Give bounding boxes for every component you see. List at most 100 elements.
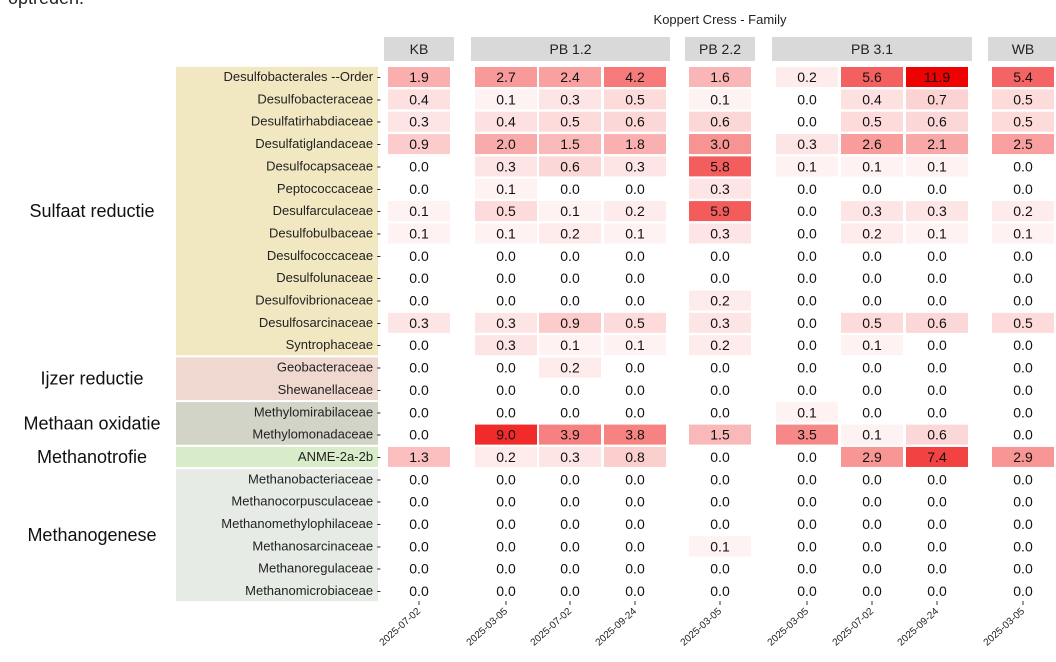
cell-value: 0.0 [927,382,947,398]
heatmap-cell [992,536,1054,557]
cell-value: 0.1 [862,158,882,174]
x-tick-label: 2025-07-02 [529,606,575,649]
cell-value: 2.6 [862,136,882,152]
cell-value: 0.0 [409,158,429,174]
heatmap-cell [992,89,1054,110]
heatmap-cell [539,402,601,423]
chart-title: Koppert Cress - Family [654,12,787,27]
cell-value: 0.0 [496,471,516,487]
cell-value: 0.0 [1013,158,1033,174]
cell-value: 0.0 [560,538,580,554]
cell-value: 0.0 [1013,270,1033,286]
cell-value: 0.0 [797,471,817,487]
row-label: Desulfarculaceae - [273,203,381,218]
cell-value: 0.0 [927,248,947,264]
heatmap-cell [992,335,1054,356]
heatmap-cell [776,514,838,534]
cell-value: 0.6 [710,114,730,130]
heatmap-cell [992,581,1054,602]
cell-value: 0.0 [927,270,947,286]
cell-value: 3.5 [797,427,817,443]
cell-value: 0.2 [710,337,730,353]
heatmap-cell [604,536,666,557]
row-label: Methanocorpusculaceae - [231,494,381,509]
cell-value: 0.0 [496,516,516,532]
row-label: Methanoregulaceae - [258,561,381,576]
heatmap-cell [604,201,666,222]
heatmap-cell [776,446,838,467]
cell-value: 0.0 [560,494,580,510]
cell-value: 0.2 [560,360,580,376]
heatmap-cell [992,134,1054,155]
cell-value: 9.0 [496,427,516,443]
heatmap-cell [776,245,838,266]
cell-value: 0.0 [560,248,580,264]
heatmap-cell [539,156,601,177]
cell-value: 0.0 [496,538,516,554]
heatmap-cell [475,446,537,467]
heatmap-cell [841,290,903,311]
facet-label: KB [410,41,429,57]
heatmap-cell [841,134,903,155]
heatmap-cell [992,446,1054,467]
cell-value: 0.0 [625,516,645,532]
cell-value: 0.3 [862,203,882,219]
heatmap-cell [841,178,903,199]
facet-label: PB 1.2 [549,41,591,57]
cell-value: 0.0 [560,404,580,420]
cell-value: 2.9 [862,449,882,465]
cell-value: 0.0 [797,516,817,532]
cell-value: 0.0 [797,494,817,510]
heatmap-cell [604,514,666,534]
heatmap-cell [539,223,601,244]
heatmap-cell [906,379,968,400]
cell-value: 0.0 [496,494,516,510]
heatmap-cell [776,491,838,512]
cell-value: 0.0 [496,583,516,599]
heatmap-cell [841,357,903,378]
heatmap-cell [689,424,751,445]
cell-value: 0.0 [710,516,730,532]
heatmap-cell [604,67,666,87]
cell-value: 7.4 [927,449,947,465]
heatmap-cell [604,268,666,289]
cell-value: 0.3 [409,114,429,130]
cell-value: 0.0 [797,293,817,309]
heatmap-cell [604,581,666,602]
heatmap-cell [776,357,838,378]
row-label: Desulfatirhabdiaceae - [251,114,381,129]
heatmap-cell [906,89,968,110]
heatmap-cell [841,424,903,445]
heatmap-cell [388,402,450,423]
heatmap-cell [841,201,903,222]
heatmap-cell [388,290,450,311]
heatmap-cell [475,223,537,244]
heatmap-cell [475,514,537,534]
cell-value: 0.0 [797,337,817,353]
cell-value: 0.6 [560,158,580,174]
heatmap-cell [388,268,450,289]
heatmap-cell [388,446,450,467]
heatmap-cell [604,379,666,400]
heatmap-cell [992,424,1054,445]
heatmap-cell [689,67,751,87]
heatmap-cell [906,290,968,311]
heatmap-cell [906,558,968,579]
heatmap-cell [539,536,601,557]
cell-value: 0.0 [409,404,429,420]
heatmap-cell [906,402,968,423]
cell-value: 0.0 [1013,516,1033,532]
cell-value: 0.0 [797,561,817,577]
heatmap-cell [689,536,751,557]
cell-value: 0.3 [560,449,580,465]
heatmap-cell [388,312,450,333]
cell-value: 0.4 [409,91,429,107]
heatmap-cell [604,134,666,155]
cell-value: 0.1 [560,337,580,353]
cell-value: 0.0 [710,382,730,398]
heatmap-cell [841,223,903,244]
heatmap-cell [689,469,751,490]
cell-value: 0.0 [797,270,817,286]
heatmap-cell [906,268,968,289]
